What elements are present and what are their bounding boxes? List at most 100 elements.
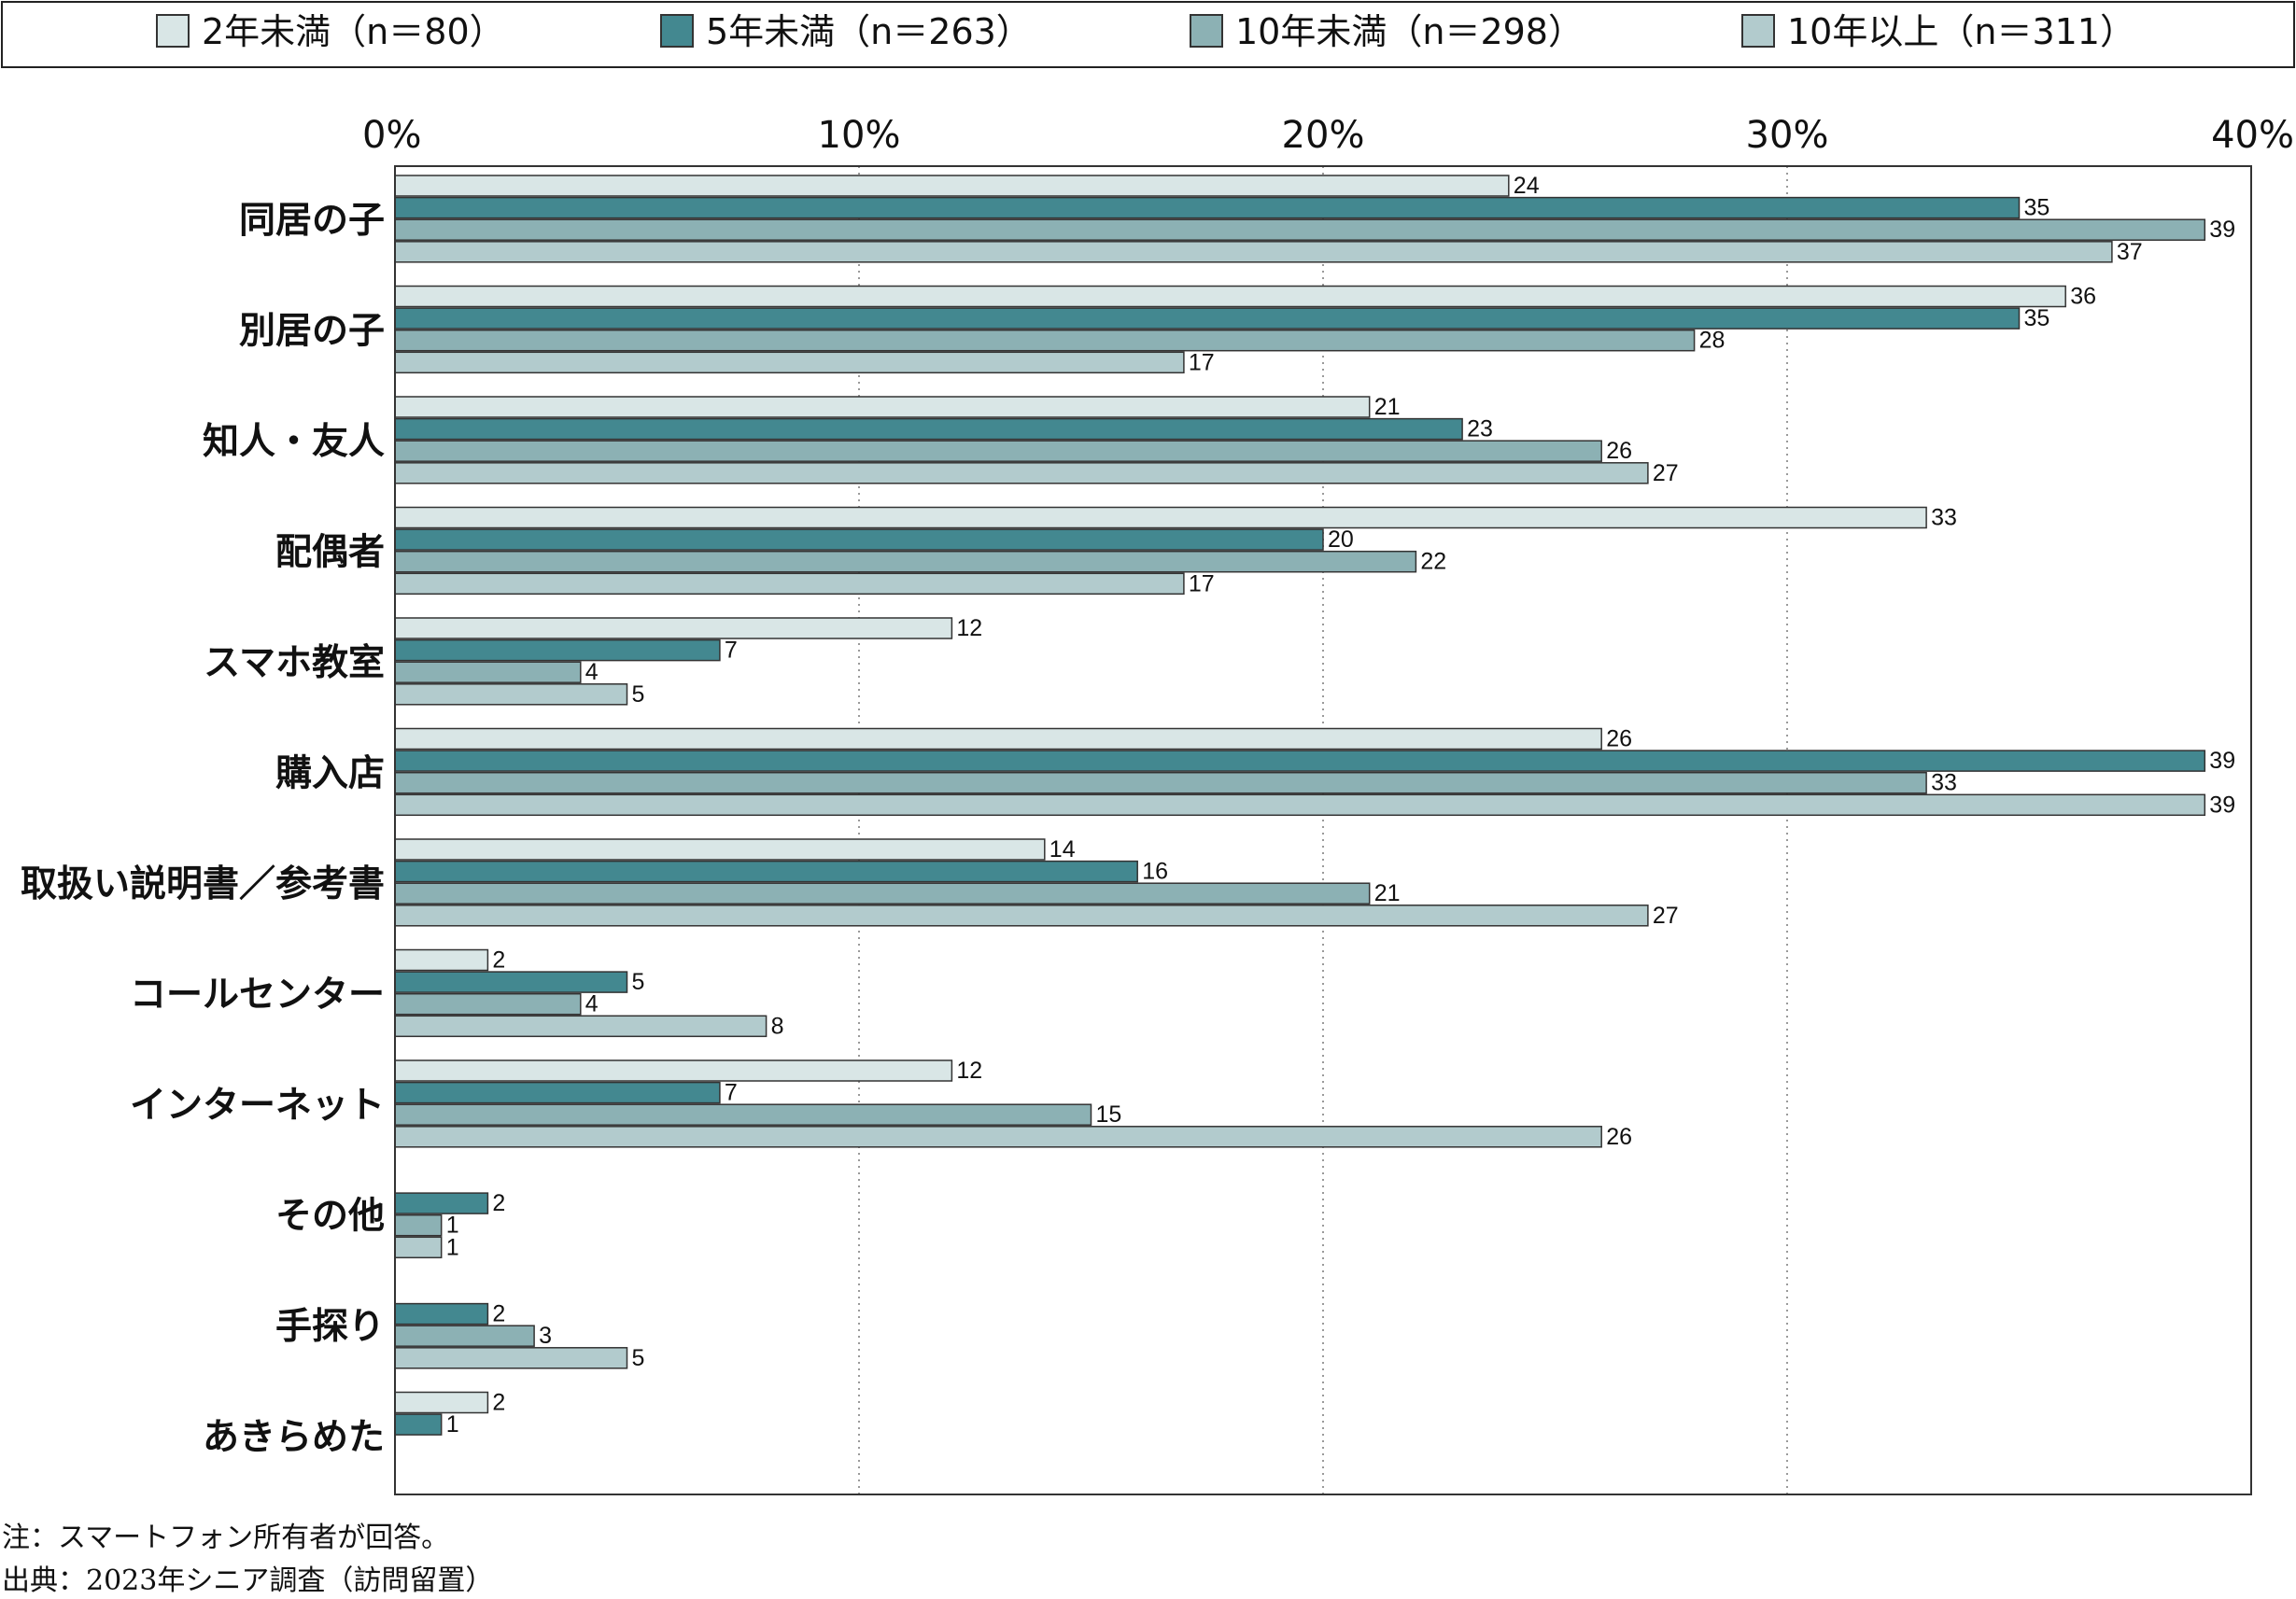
bar bbox=[394, 417, 1463, 441]
bar-value-label: 39 bbox=[2209, 792, 2235, 818]
bar-value-label: 37 bbox=[2117, 239, 2143, 265]
bar bbox=[394, 838, 1046, 861]
category-label: あきらめた bbox=[203, 1417, 385, 1459]
bar bbox=[394, 971, 628, 993]
bar-value-label: 33 bbox=[1931, 505, 1957, 531]
bar-value-label: 8 bbox=[771, 1013, 784, 1039]
legend-swatch bbox=[156, 14, 190, 48]
bar bbox=[394, 1126, 1602, 1148]
bar bbox=[394, 572, 1185, 596]
bar bbox=[394, 793, 2206, 817]
bar bbox=[394, 750, 2206, 772]
bar bbox=[394, 218, 2206, 241]
bar bbox=[394, 1347, 628, 1369]
bar-value-label: 1 bbox=[446, 1213, 459, 1239]
category-label: 購入店 bbox=[275, 753, 385, 795]
bar-value-label: 7 bbox=[725, 638, 738, 664]
bar-value-label: 15 bbox=[1096, 1101, 1122, 1128]
bar-value-label: 33 bbox=[1931, 770, 1957, 796]
bar-value-label: 26 bbox=[1606, 1124, 1632, 1150]
x-tick-label: 30% bbox=[1746, 114, 1829, 157]
legend-swatch bbox=[660, 14, 694, 48]
category-label: 取扱い説明書／参考書 bbox=[21, 863, 385, 905]
bar bbox=[394, 396, 1371, 418]
bar bbox=[394, 1015, 768, 1038]
bar-value-label: 35 bbox=[2024, 195, 2050, 221]
legend-box bbox=[1, 1, 2295, 68]
bar bbox=[394, 617, 953, 639]
bar-value-label: 4 bbox=[585, 659, 599, 685]
bar bbox=[394, 683, 628, 706]
bar-value-label: 5 bbox=[632, 1345, 645, 1371]
bar bbox=[394, 329, 1696, 352]
bar bbox=[394, 1413, 443, 1436]
legend-label: 10年以上（n＝311） bbox=[1787, 11, 2135, 52]
bar-value-label: 28 bbox=[1699, 328, 1726, 354]
category-label: 配偶者 bbox=[275, 532, 385, 574]
bar-value-label: 7 bbox=[725, 1080, 738, 1106]
bar bbox=[394, 550, 1417, 573]
x-tick-label: 0% bbox=[362, 114, 421, 157]
legend-label: 2年未満（n＝80） bbox=[202, 11, 505, 52]
category-label: コールセンター bbox=[130, 975, 385, 1017]
bar bbox=[394, 351, 1185, 374]
bar-value-label: 23 bbox=[1467, 416, 1493, 442]
bar-value-label: 27 bbox=[1653, 460, 1679, 486]
bar-value-label: 12 bbox=[956, 1058, 982, 1084]
legend-label: 10年未満（n＝298） bbox=[1235, 11, 1584, 52]
bar bbox=[394, 905, 1649, 927]
bar bbox=[394, 462, 1649, 484]
bars: 2435393736352817212326273320221712745263… bbox=[394, 173, 2235, 1438]
bar-value-label: 21 bbox=[1374, 394, 1401, 420]
plot-frame bbox=[394, 165, 2252, 1495]
bar-value-label: 4 bbox=[585, 991, 599, 1017]
category-label: 同居の子 bbox=[239, 200, 385, 242]
bar bbox=[394, 528, 1324, 551]
bar bbox=[394, 285, 2066, 308]
bar-value-label: 12 bbox=[956, 615, 982, 641]
bar bbox=[394, 1103, 1092, 1126]
bar-value-label: 1 bbox=[446, 1234, 459, 1260]
category-labels: 同居の子別居の子知人・友人配偶者スマホ教室購入店取扱い説明書／参考書コールセンタ… bbox=[21, 200, 385, 1459]
category-label: その他 bbox=[275, 1196, 385, 1238]
bar-value-label: 24 bbox=[1514, 173, 1540, 199]
category-label: スマホ教室 bbox=[204, 642, 385, 684]
bar bbox=[394, 727, 1602, 750]
bar-value-label: 35 bbox=[2024, 305, 2050, 331]
x-tick-label: 20% bbox=[1282, 114, 1365, 157]
bar bbox=[394, 992, 582, 1016]
x-tick-label: 10% bbox=[818, 114, 901, 157]
bar bbox=[394, 196, 2021, 219]
bar-value-label: 5 bbox=[632, 969, 645, 995]
bar bbox=[394, 506, 1927, 529]
chart-source: 出典：2023年シニア調査（訪問留置） bbox=[2, 1564, 494, 1597]
bar-value-label: 26 bbox=[1606, 726, 1632, 752]
legend-swatch bbox=[1741, 14, 1775, 48]
bar bbox=[394, 241, 2113, 263]
bar-value-label: 27 bbox=[1653, 903, 1679, 929]
legend-swatch bbox=[1190, 14, 1223, 48]
bar-value-label: 3 bbox=[539, 1323, 552, 1349]
legend-label: 5年未満（n＝263） bbox=[706, 11, 1032, 52]
category-label: インターネット bbox=[130, 1085, 385, 1127]
bar bbox=[394, 440, 1602, 462]
bar-value-label: 14 bbox=[1049, 836, 1076, 863]
category-label: 知人・友人 bbox=[203, 421, 385, 463]
bar-value-label: 21 bbox=[1374, 880, 1401, 906]
bar bbox=[394, 638, 721, 662]
bar-value-label: 36 bbox=[2070, 284, 2096, 310]
legend: 2年未満（n＝80） 5年未満（n＝263） 10年未満（n＝298） 10年以上（n… bbox=[156, 11, 2135, 52]
bar-value-label: 1 bbox=[446, 1411, 459, 1438]
bar bbox=[394, 1059, 953, 1082]
bar bbox=[394, 1081, 721, 1104]
bar-value-label: 2 bbox=[492, 1390, 505, 1416]
bar-value-label: 2 bbox=[492, 947, 505, 974]
bar bbox=[394, 948, 489, 972]
bar bbox=[394, 1236, 443, 1259]
bar bbox=[394, 1391, 489, 1414]
bar bbox=[394, 661, 582, 683]
category-label: 別居の子 bbox=[239, 311, 385, 353]
bar-value-label: 39 bbox=[2209, 217, 2235, 243]
bar bbox=[394, 307, 2021, 330]
